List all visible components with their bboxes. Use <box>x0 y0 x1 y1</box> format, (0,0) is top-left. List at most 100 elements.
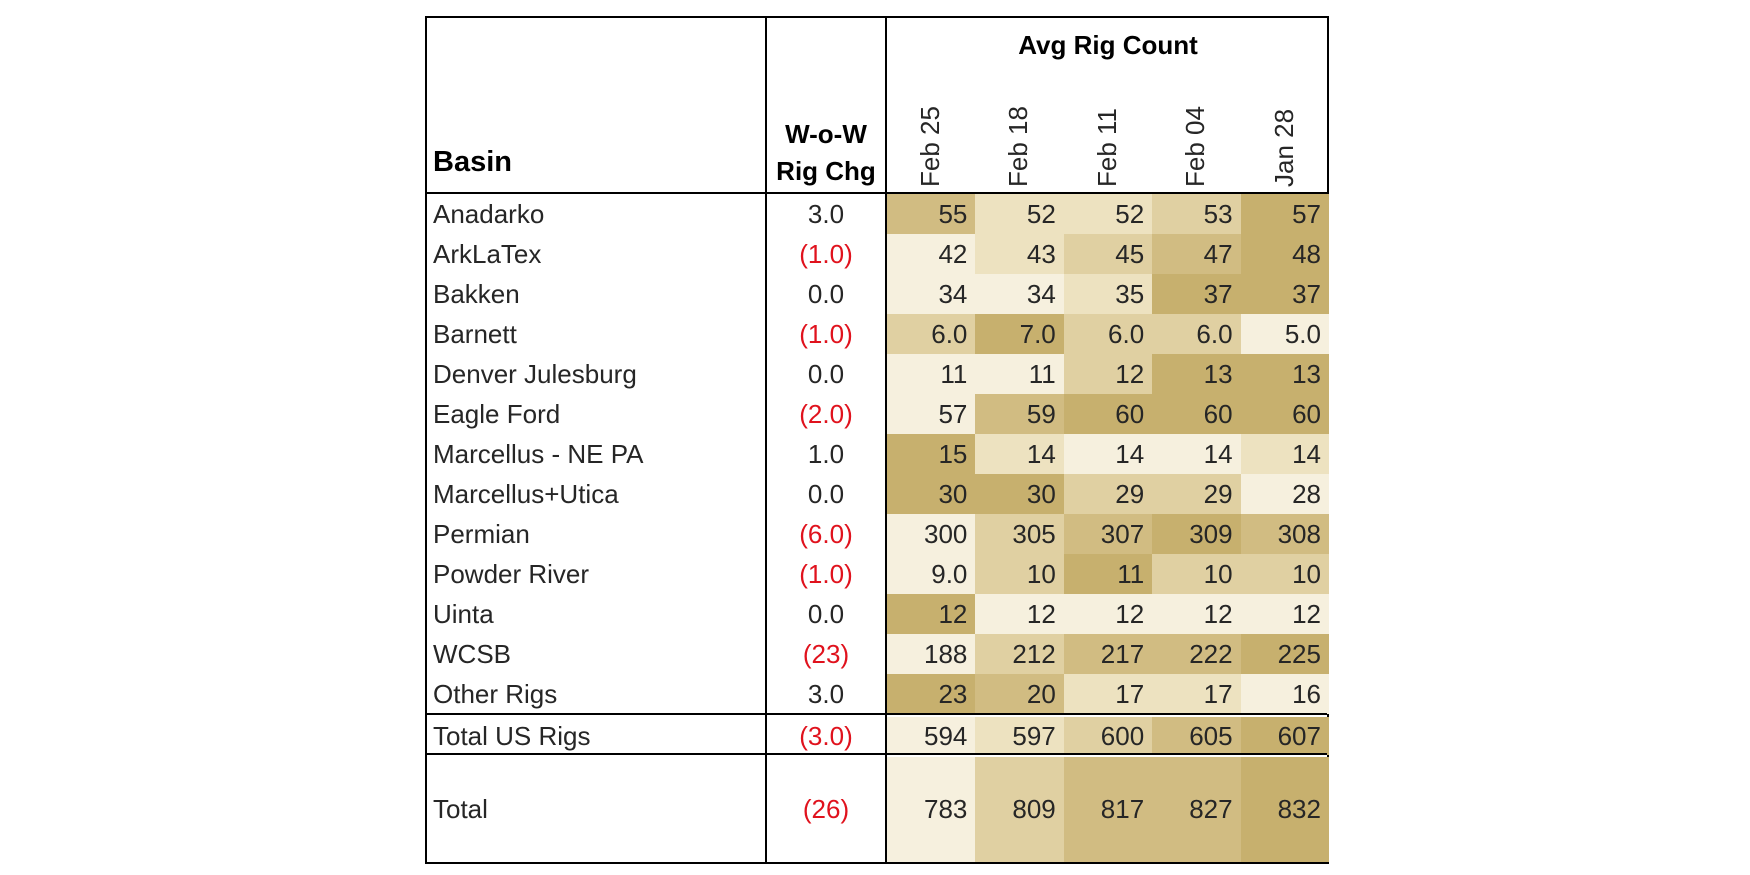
rig-count-cell: 12 <box>1063 594 1153 634</box>
rig-count-cell: 37 <box>1240 274 1329 314</box>
wow-rig-change: (2.0) <box>799 398 853 429</box>
date-header-feb-11: Feb 11 <box>1091 107 1122 187</box>
basin-name: Barnett <box>433 318 517 349</box>
basin-name: Uinta <box>433 598 494 629</box>
rig-count-cell: 225 <box>1240 634 1329 674</box>
rig-count-cell: 47 <box>1152 234 1241 274</box>
rig-count-cell: 57 <box>887 394 976 434</box>
rig-count-cell: 12 <box>887 594 976 634</box>
wow-rig-change: (26) <box>802 794 850 824</box>
rig-count-cell: 11 <box>1063 554 1153 594</box>
rig-count-cell: 10 <box>1240 554 1329 594</box>
rig-count-cell: 188 <box>887 634 976 674</box>
date-header-feb-18: Feb 18 <box>1003 106 1034 187</box>
rig-count-cell: 29 <box>1152 474 1241 514</box>
rig-count-cell: 222 <box>1152 634 1241 674</box>
rig-count-cell: 12 <box>1063 354 1153 394</box>
rig-count-cell: 16 <box>1240 674 1329 714</box>
rig-count-cell: 29 <box>1063 474 1153 514</box>
column-divider-change <box>885 18 887 862</box>
rig-count-cell: 309 <box>1152 514 1241 554</box>
rig-count-cell: 15 <box>887 434 976 474</box>
basin-name: ArkLaTex <box>433 238 542 269</box>
rig-count-cell: 48 <box>1240 234 1329 274</box>
column-divider-basin <box>765 18 767 862</box>
wow-rig-change: (23) <box>802 638 850 669</box>
basin-name: Permian <box>433 518 530 549</box>
wow-rig-change: 1.0 <box>807 438 845 469</box>
rig-count-cell: 817 <box>1063 757 1153 862</box>
basin-name: Total <box>433 794 488 824</box>
basin-name: Powder River <box>433 558 590 589</box>
rig-count-cell: 10 <box>1152 554 1241 594</box>
rig-count-cell: 60 <box>1063 394 1153 434</box>
rig-count-cell: 300 <box>887 514 976 554</box>
rig-count-cell: 6.0 <box>1063 314 1153 354</box>
wow-rig-change: (3.0) <box>799 720 853 751</box>
rig-count-cell: 17 <box>1063 674 1153 714</box>
rig-count-cell: 17 <box>1152 674 1241 714</box>
rig-count-cell: 53 <box>1152 194 1241 234</box>
basin-name: Other Rigs <box>433 678 558 709</box>
rig-count-cell: 14 <box>1063 434 1153 474</box>
rig-count-cell: 37 <box>1152 274 1241 314</box>
rig-count-cell: 217 <box>1063 634 1153 674</box>
rig-count-cell: 827 <box>1152 757 1241 862</box>
rig-count-cell: 13 <box>1240 354 1329 394</box>
rig-count-cell: 597 <box>975 717 1064 755</box>
basin-name: Anadarko <box>433 198 545 229</box>
wow-header-line-2: Rig Chg <box>776 156 876 186</box>
rig-count-cell: 14 <box>1240 434 1329 474</box>
wow-rig-change: 0.0 <box>807 278 845 309</box>
rig-count-cell: 212 <box>975 634 1064 674</box>
rig-count-cell: 45 <box>1063 234 1153 274</box>
rig-count-cell: 307 <box>1063 514 1153 554</box>
header-divider <box>427 192 1327 194</box>
rig-count-cell: 59 <box>975 394 1064 434</box>
rig-count-cell: 55 <box>887 194 976 234</box>
rig-count-cell: 12 <box>1152 594 1241 634</box>
rig-count-cell: 10 <box>975 554 1064 594</box>
wow-rig-change: 0.0 <box>807 598 845 629</box>
rig-count-cell: 605 <box>1152 717 1241 755</box>
basin-name: Total US Rigs <box>433 720 591 751</box>
date-header-feb-04: Feb 04 <box>1180 106 1211 187</box>
rig-count-cell: 28 <box>1240 474 1329 514</box>
wow-rig-change: (1.0) <box>799 318 853 349</box>
rig-count-cell: 11 <box>887 354 976 394</box>
basin-name: Bakken <box>433 278 520 309</box>
rig-count-cell: 14 <box>975 434 1064 474</box>
rig-count-cell: 35 <box>1063 274 1153 314</box>
wow-rig-change: 3.0 <box>807 198 845 229</box>
rig-count-cell: 12 <box>975 594 1064 634</box>
basin-name: Denver Julesburg <box>433 358 637 389</box>
rig-count-cell: 52 <box>1063 194 1153 234</box>
rig-count-cell: 43 <box>975 234 1064 274</box>
rig-count-cell: 594 <box>887 717 976 755</box>
rig-count-cell: 14 <box>1152 434 1241 474</box>
rig-count-cell: 6.0 <box>887 314 976 354</box>
rig-count-cell: 809 <box>975 757 1064 862</box>
rig-count-cell: 308 <box>1240 514 1329 554</box>
basin-column-header: Basin <box>433 146 512 178</box>
wow-rig-change: (6.0) <box>799 518 853 549</box>
wow-rig-change: (1.0) <box>799 558 853 589</box>
basin-name: Marcellus+Utica <box>433 478 619 509</box>
wow-rig-change: 3.0 <box>807 678 845 709</box>
rig-count-cell: 30 <box>975 474 1064 514</box>
total-us-divider <box>427 713 1327 715</box>
avg-rig-count-header: Avg Rig Count <box>1018 30 1198 60</box>
rig-count-cell: 13 <box>1152 354 1241 394</box>
rig-count-cell: 5.0 <box>1240 314 1329 354</box>
rig-count-cell: 305 <box>975 514 1064 554</box>
wow-rig-change: (1.0) <box>799 238 853 269</box>
rig-count-cell: 6.0 <box>1152 314 1241 354</box>
rig-count-table: Basin W-o-W Rig Chg Avg Rig Count Feb 25… <box>425 16 1329 864</box>
rig-count-cell: 34 <box>887 274 976 314</box>
rig-count-cell: 11 <box>975 354 1064 394</box>
rig-count-cell: 60 <box>1240 394 1329 434</box>
date-header-feb-25: Feb 25 <box>915 106 945 187</box>
total-divider <box>427 753 1327 755</box>
rig-count-cell: 57 <box>1240 194 1329 234</box>
basin-name: Eagle Ford <box>433 398 561 429</box>
